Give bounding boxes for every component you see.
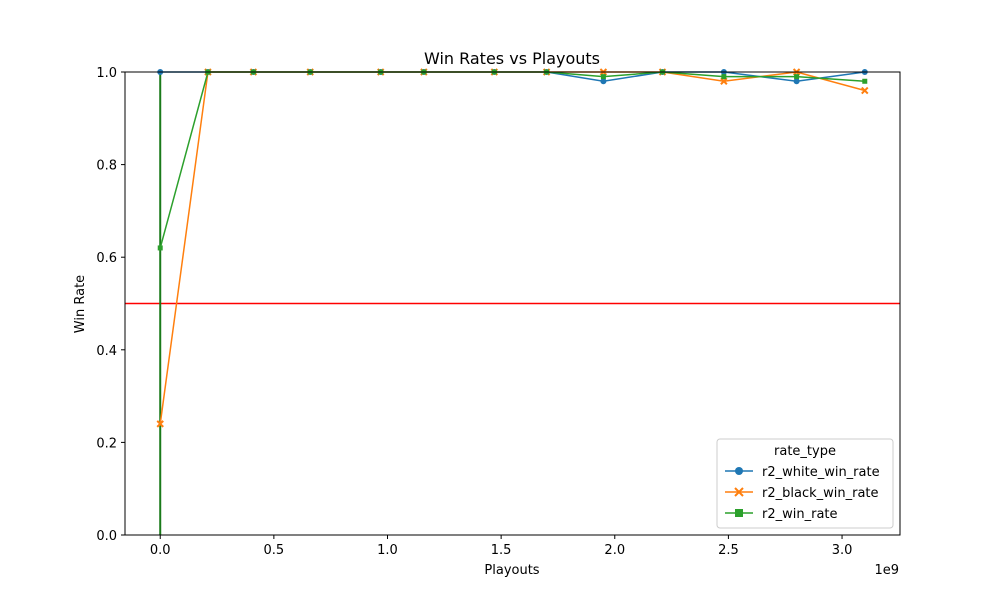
x-tick-label: 1.0 <box>377 543 398 558</box>
y-tick-label: 0.4 <box>96 344 117 359</box>
x-tick-label: 3.0 <box>832 543 853 558</box>
chart-title: Win Rates vs Playouts <box>424 49 600 68</box>
legend-label: r2_win_rate <box>762 507 838 522</box>
y-tick-label: 0.8 <box>96 159 117 174</box>
y-tick-label: 0.6 <box>96 251 117 266</box>
data-point <box>794 74 800 80</box>
legend-marker <box>735 467 743 475</box>
x-axis-offset-label: 1e9 <box>874 563 899 578</box>
legend-entry: r2_black_win_rate <box>725 486 879 501</box>
axes-frame <box>124 71 901 536</box>
data-point <box>793 78 800 85</box>
data-point <box>721 74 727 80</box>
data-point <box>600 78 607 85</box>
x-tick-label: 1.5 <box>491 543 512 558</box>
x-tick-label: 0.0 <box>150 543 171 558</box>
data-point <box>157 245 163 251</box>
x-tick-label: 2.0 <box>604 543 625 558</box>
legend-marker <box>734 487 744 497</box>
data-point <box>862 78 868 84</box>
legend-title: rate_type <box>774 444 836 459</box>
legend: rate_type r2_white_win_rate r2_black_win_r… <box>716 438 894 529</box>
data-point <box>861 86 869 95</box>
legend-box <box>716 438 894 529</box>
x-tick-label: 0.5 <box>264 543 285 558</box>
legend-label: r2_black_win_rate <box>762 486 879 501</box>
legend-entry: r2_white_win_rate <box>725 465 880 480</box>
y-tick-label: 0.0 <box>96 529 117 544</box>
y-axis-label: Win Rate <box>73 275 88 333</box>
legend-label: r2_white_win_rate <box>762 465 880 480</box>
y-tick-label: 1.0 <box>96 66 117 81</box>
data-point <box>720 77 728 85</box>
x-tick-label: 2.5 <box>718 543 739 558</box>
data-point <box>600 74 606 80</box>
plot-area: 0.0 0.5 1.0 1.5 2.0 2.5 3.0 0.0 0.2 0.4 0.6 0.8 1.0 r… <box>96 66 901 558</box>
data-point <box>156 420 164 428</box>
y-tick-label: 0.2 <box>96 436 117 451</box>
legend-entry: r2_win_rate <box>725 507 838 522</box>
legend-marker <box>735 509 743 517</box>
x-axis-label: Playouts <box>484 563 539 578</box>
